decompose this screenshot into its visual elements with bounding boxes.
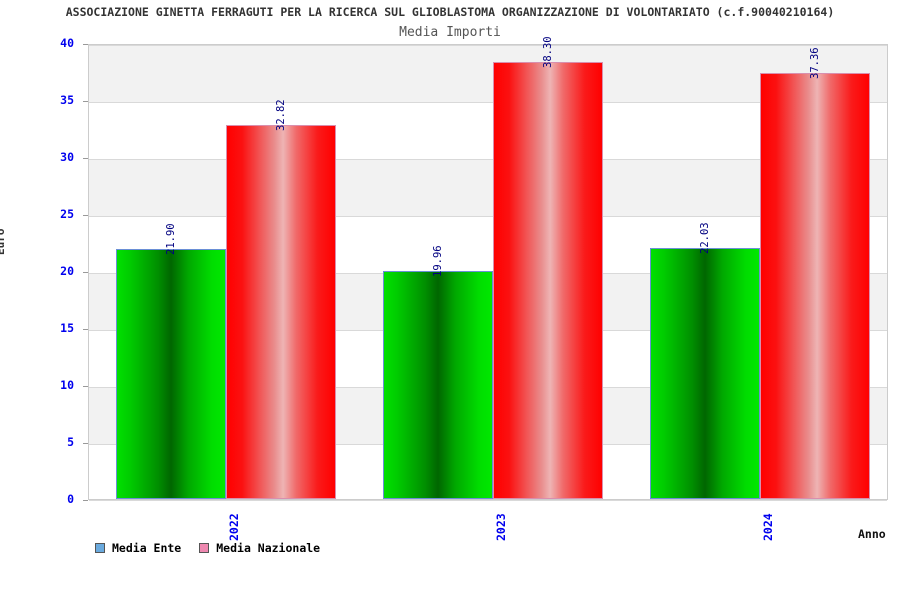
y-tick-label: 15 — [60, 321, 74, 335]
y-tick-label: 5 — [67, 435, 74, 449]
y-tick-label: 10 — [60, 378, 74, 392]
y-tick-label: 40 — [60, 36, 74, 50]
bar-value-label: 38.30 — [542, 36, 554, 69]
x-tick-label: 2023 — [494, 513, 508, 541]
chart-legend: Media Ente Media Nazionale — [95, 541, 320, 555]
bar-media-ente[interactable] — [383, 271, 493, 499]
y-tick-label: 20 — [60, 264, 74, 278]
bar-value-label: 32.82 — [275, 99, 288, 131]
y-tick-mark — [83, 386, 88, 387]
legend-swatch — [199, 543, 210, 553]
y-tick-label: 25 — [60, 207, 74, 221]
y-tick-mark — [83, 329, 88, 330]
chart-title: ASSOCIAZIONE GINETTA FERRAGUTI PER LA RI… — [65, 5, 835, 19]
x-tick-label: 2022 — [227, 513, 242, 541]
y-tick-mark — [83, 158, 88, 159]
bar-media-nazionale[interactable] — [759, 73, 870, 499]
legend-item[interactable]: Media Nazionale — [199, 541, 320, 555]
chart-subtitle: Media Importi — [399, 25, 501, 40]
legend-label: Media Ente — [112, 541, 182, 555]
y-tick-mark — [83, 44, 88, 45]
bar-media-nazionale[interactable] — [226, 124, 337, 499]
bar-media-ente[interactable] — [116, 249, 227, 499]
plot-area: 21.90 32.82 19.96 38.30 22.03 37.36 — [88, 37, 888, 501]
gridline — [89, 500, 887, 501]
y-tick-label: 35 — [60, 93, 74, 107]
y-tick-mark — [83, 272, 88, 273]
legend-swatch — [95, 543, 105, 553]
bar-value-label: 37.36 — [808, 47, 821, 80]
x-axis-title: Anno — [858, 527, 886, 541]
bar-media-ente[interactable] — [649, 247, 760, 499]
y-tick-mark — [83, 500, 88, 501]
x-tick-label: 2024 — [760, 513, 775, 541]
y-tick-label: 30 — [60, 150, 74, 164]
y-tick-label: 0 — [67, 492, 74, 506]
grid-band — [89, 159, 887, 216]
bar-value-label: 22.03 — [698, 222, 711, 254]
gridline — [89, 45, 887, 46]
y-tick-mark — [83, 101, 88, 102]
y-tick-mark — [83, 215, 88, 216]
gridline — [89, 102, 887, 103]
bar-value-label: 21.90 — [165, 223, 178, 256]
y-tick-mark — [83, 443, 88, 444]
legend-label: Media Nazionale — [216, 541, 321, 555]
bar-media-nazionale[interactable] — [493, 62, 603, 499]
legend-item[interactable]: Media Ente — [95, 541, 181, 555]
grid-band — [89, 45, 887, 102]
gridline — [89, 159, 887, 160]
bar-value-label: 19.96 — [432, 245, 444, 278]
bar-series-layer: 21.90 32.82 19.96 38.30 22.03 37.36 — [89, 37, 887, 499]
y-axis-title: Euro — [0, 228, 7, 256]
gridline — [89, 216, 887, 217]
